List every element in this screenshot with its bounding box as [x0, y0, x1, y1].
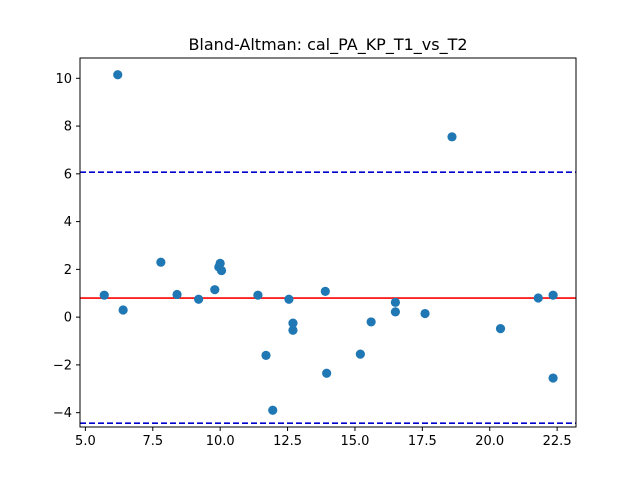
data-point — [288, 325, 298, 335]
plot-frame — [79, 57, 577, 428]
data-point — [495, 324, 506, 334]
y-tick-label: −4 — [53, 406, 72, 421]
data-point — [172, 289, 182, 300]
data-point — [216, 265, 227, 276]
data-point — [284, 294, 294, 304]
y-tick-label: −2 — [53, 358, 72, 373]
data-point — [118, 305, 128, 315]
data-point — [253, 290, 263, 300]
data-point — [548, 373, 558, 383]
data-point — [355, 349, 365, 359]
x-tick-label: 22.5 — [543, 434, 572, 449]
x-tick-label: 17.5 — [408, 434, 437, 449]
data-point — [261, 350, 271, 360]
data-point — [113, 70, 123, 80]
y-tick-label: 10 — [55, 72, 72, 87]
data-point — [548, 290, 558, 300]
y-tick-label: 8 — [64, 120, 72, 135]
data-point — [156, 257, 166, 267]
data-point — [210, 285, 220, 295]
x-tick-label: 15.0 — [340, 434, 369, 449]
reference-lines — [80, 171, 576, 424]
x-axis: 5.0 7.5 10.0 12.5 15.0 17.5 20.0 22.5 — [75, 427, 572, 449]
x-tick-label: 20.0 — [475, 434, 504, 449]
x-tick-label: 10.0 — [206, 434, 235, 449]
data-point — [268, 405, 278, 415]
data-point — [320, 286, 330, 296]
chart-title: Bland-Altman: cal_PA_KP_T1_vs_T2 — [188, 35, 467, 55]
data-point — [420, 308, 430, 319]
x-tick-label: 7.5 — [142, 434, 163, 449]
data-point — [366, 317, 376, 327]
scatter-points — [99, 70, 558, 415]
data-point — [215, 258, 225, 268]
data-point — [99, 290, 109, 300]
y-tick-label: 6 — [64, 167, 72, 182]
y-axis: −4 −2 0 2 4 6 8 10 — [53, 72, 80, 421]
y-tick-label: 0 — [64, 311, 72, 326]
data-point — [322, 368, 332, 378]
data-point — [390, 307, 400, 317]
y-tick-label: 2 — [64, 263, 72, 278]
data-point — [447, 132, 457, 142]
data-point — [390, 297, 400, 307]
y-tick-label: 4 — [64, 215, 72, 230]
data-point — [194, 294, 204, 304]
x-tick-label: 12.5 — [273, 434, 302, 449]
data-point — [288, 318, 298, 328]
data-point — [533, 293, 543, 303]
x-tick-label: 5.0 — [75, 434, 96, 449]
